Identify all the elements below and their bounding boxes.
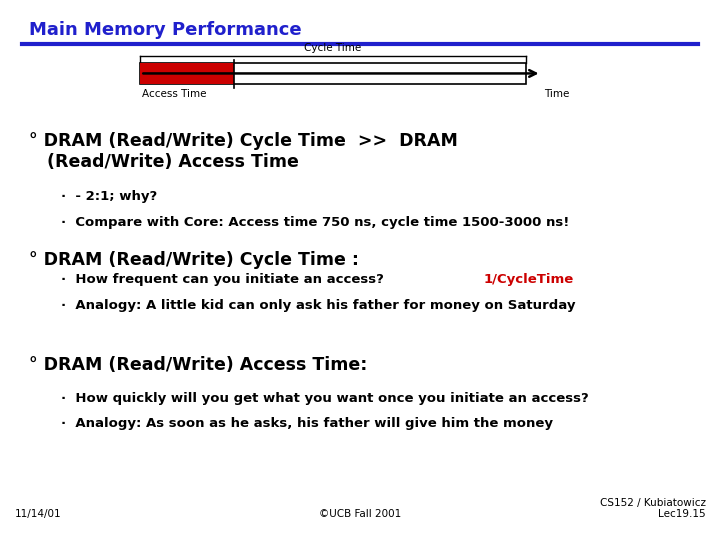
Text: ·  Analogy: A little kid can only ask his father for money on Saturday: · Analogy: A little kid can only ask his… [61,299,576,312]
Text: CS152 / Kubiatowicz: CS152 / Kubiatowicz [600,497,706,508]
Text: ·  How frequent can you initiate an access?: · How frequent can you initiate an acces… [61,273,389,286]
Text: Lec19.15: Lec19.15 [658,509,706,519]
Text: ·  How quickly will you get what you want once you initiate an access?: · How quickly will you get what you want… [61,392,589,405]
Text: 11/14/01: 11/14/01 [14,509,61,519]
Text: Access Time: Access Time [142,89,207,99]
Text: ·  Compare with Core: Access time 750 ns, cycle time 1500-3000 ns!: · Compare with Core: Access time 750 ns,… [61,216,570,229]
Text: ·  Analogy: As soon as he asks, his father will give him the money: · Analogy: As soon as he asks, his fathe… [61,417,553,430]
Text: ° DRAM (Read/Write) Access Time:: ° DRAM (Read/Write) Access Time: [29,356,367,374]
Text: Time: Time [544,89,570,99]
Text: ° DRAM (Read/Write) Cycle Time :: ° DRAM (Read/Write) Cycle Time : [29,251,359,269]
Text: Cycle Time: Cycle Time [304,43,361,53]
Text: 1/CycleTime: 1/CycleTime [484,273,574,286]
Text: ·  - 2:1; why?: · - 2:1; why? [61,190,158,203]
Text: ©UCB Fall 2001: ©UCB Fall 2001 [319,509,401,519]
Text: Main Memory Performance: Main Memory Performance [29,21,302,38]
Bar [140,63,234,84]
Bar [140,63,526,84]
Text: ° DRAM (Read/Write) Cycle Time  >>  DRAM
   (Read/Write) Access Time: ° DRAM (Read/Write) Cycle Time >> DRAM (… [29,132,458,171]
